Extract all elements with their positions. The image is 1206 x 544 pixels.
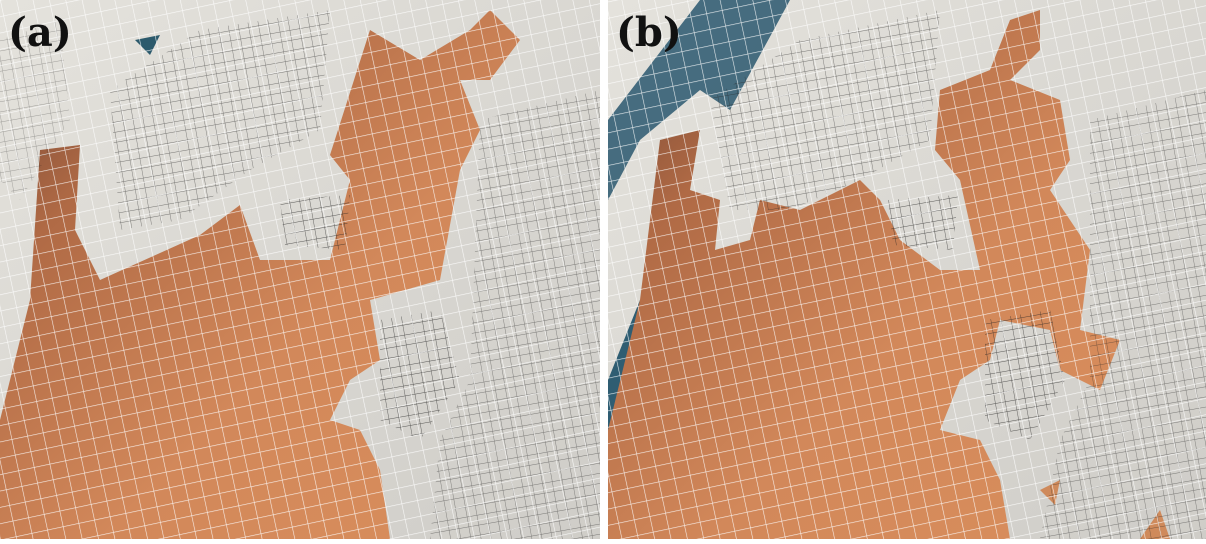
panel-label: (a)	[8, 9, 72, 56]
page: (a) (b) (() => { const data = JSON.parse…	[0, 0, 1206, 539]
panel-label: (b)	[616, 9, 682, 56]
figure: (a) (b)	[0, 0, 1206, 539]
panel-b: (b)	[608, 0, 1206, 539]
panel-a: (a)	[0, 0, 600, 539]
